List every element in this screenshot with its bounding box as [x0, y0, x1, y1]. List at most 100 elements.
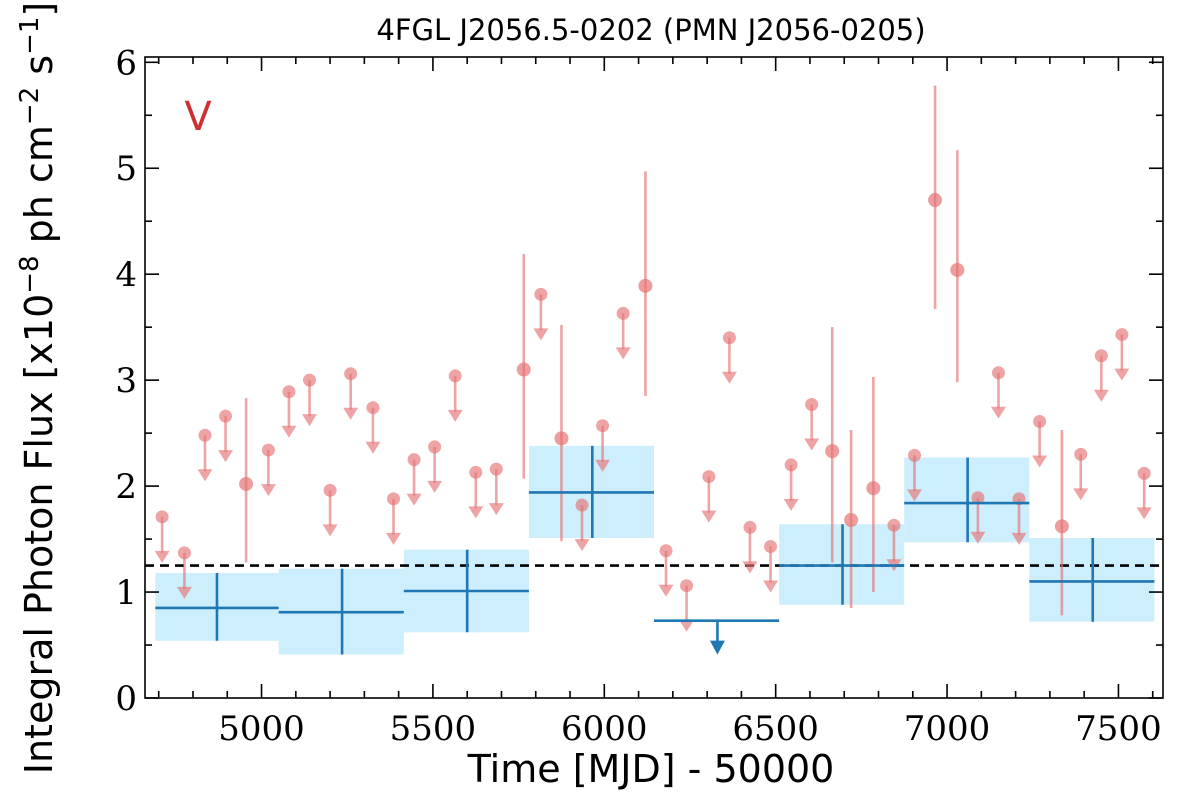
short-bin-upper-limit-point-37: [1137, 466, 1151, 480]
long-bin-upper-limit-arrow-0: [709, 640, 725, 655]
short-bin-upper-limit-point-24: [743, 520, 757, 534]
y-tick-label-6: 6: [115, 43, 137, 83]
y-tick-label-1: 1: [115, 573, 137, 613]
short-bin-upper-limit-point-25: [764, 539, 778, 553]
band-label: V: [184, 94, 212, 140]
short-bin-point-5: [844, 513, 859, 528]
short-bin-point-1: [516, 362, 531, 377]
y-tick-label-5: 5: [115, 149, 137, 189]
y-tick-label-3: 3: [115, 361, 137, 401]
short-bin-upper-limit-arrow-31: [990, 406, 1006, 419]
y-axis-label-main: Integral Photon Flux [x10: [17, 294, 61, 775]
y-tick-label-4: 4: [115, 255, 137, 295]
short-bin-upper-limit-arrow-36: [1114, 368, 1130, 381]
short-bin-upper-limit-arrow-10: [386, 532, 402, 545]
short-bin-upper-limit-arrow-1: [176, 586, 192, 599]
short-bin-upper-limit-point-17: [575, 498, 589, 512]
short-bin-upper-limit-point-11: [407, 453, 421, 467]
short-bin-upper-limit-arrow-13: [447, 409, 463, 422]
short-bin-point-0: [239, 476, 254, 491]
x-tick-label-1: 5500: [390, 709, 477, 749]
short-bin-upper-limit-point-7: [323, 483, 337, 497]
short-bin-upper-limit-arrow-25: [763, 580, 779, 593]
short-bin-upper-limit-point-19: [616, 306, 630, 320]
x-axis-label: Time [MJD] - 50000: [467, 747, 835, 791]
short-bin-upper-limit-point-5: [282, 385, 296, 399]
short-bin-upper-limit-point-23: [722, 331, 736, 345]
short-bin-upper-limit-arrow-23: [721, 371, 737, 384]
short-bin-upper-limit-arrow-17: [574, 539, 590, 552]
short-bin-upper-limit-arrow-3: [218, 450, 234, 463]
short-bin-upper-limit-arrow-32: [1011, 532, 1027, 545]
short-bin-point-3: [638, 278, 653, 293]
short-bin-layer: [154, 85, 1152, 632]
short-bin-upper-limit-arrow-29: [906, 489, 922, 502]
long-bin-bands-layer: [155, 445, 1155, 655]
short-bin-upper-limit-point-15: [489, 462, 503, 476]
short-bin-upper-limit-point-2: [198, 428, 212, 442]
short-bin-upper-limit-arrow-0: [154, 550, 170, 563]
short-bin-upper-limit-arrow-26: [783, 498, 799, 511]
short-bin-upper-limit-point-8: [344, 367, 358, 381]
short-bin-upper-limit-point-33: [1033, 414, 1047, 428]
plot-frame: [144, 56, 1164, 699]
short-bin-upper-limit-point-22: [702, 470, 716, 484]
short-bin-point-8: [950, 262, 965, 277]
short-bin-upper-limit-arrow-4: [260, 484, 276, 497]
short-bin-upper-limit-point-1: [177, 546, 191, 560]
short-bin-upper-limit-point-0: [155, 510, 169, 524]
short-bin-upper-limit-arrow-22: [701, 510, 717, 523]
short-bin-upper-limit-point-14: [469, 465, 483, 479]
y-axis-label-exp1: −8: [15, 255, 45, 293]
x-tick-label-4: 7000: [904, 709, 991, 749]
y-axis-label: Integral Photon Flux [x10−8 ph cm−2 s−1]: [15, 2, 61, 775]
short-bin-upper-limit-arrow-30: [970, 531, 986, 544]
short-bin-upper-limit-arrow-35: [1093, 389, 1109, 402]
y-axis-label-close: ]: [17, 2, 61, 17]
short-bin-upper-limit-arrow-19: [615, 347, 631, 360]
short-bin-upper-limit-arrow-2: [197, 469, 213, 482]
short-bin-upper-limit-point-29: [907, 448, 921, 462]
short-bin-upper-limit-point-30: [971, 491, 985, 505]
short-bin-upper-limit-point-27: [805, 398, 819, 412]
short-bin-upper-limit-arrow-5: [281, 425, 297, 438]
short-bin-upper-limit-point-26: [784, 458, 798, 472]
short-bin-upper-limit-point-28: [887, 518, 901, 532]
axis-ticks-layer: [145, 57, 1163, 699]
short-bin-upper-limit-arrow-24: [742, 561, 758, 574]
short-bin-upper-limit-arrow-11: [406, 493, 422, 506]
x-tick-label-3: 6500: [732, 709, 819, 749]
x-tick-label-5: 7500: [1075, 709, 1162, 749]
x-tick-label-2: 6000: [561, 709, 648, 749]
short-bin-point-2: [554, 431, 569, 446]
short-bin-point-6: [866, 481, 881, 496]
chart-title: 4FGL J2056.5-0202 (PMN J2056-0205): [376, 13, 925, 47]
short-bin-upper-limit-arrow-18: [595, 459, 611, 472]
short-bin-upper-limit-arrow-33: [1032, 455, 1048, 468]
short-bin-upper-limit-point-16: [534, 287, 548, 301]
short-bin-upper-limit-arrow-37: [1136, 507, 1152, 520]
short-bin-upper-limit-point-9: [366, 401, 380, 415]
y-axis-label-mid2: s: [17, 55, 61, 87]
short-bin-upper-limit-arrow-12: [427, 480, 443, 493]
short-bin-upper-limit-point-6: [303, 373, 317, 387]
short-bin-upper-limit-arrow-15: [488, 503, 504, 516]
short-bin-upper-limit-point-34: [1074, 447, 1088, 461]
short-bin-upper-limit-point-31: [991, 366, 1005, 380]
short-bin-upper-limit-point-36: [1115, 328, 1129, 342]
tick-labels-layer: 5000 5500 6000 6500 7000 7500 0 1 2 3 4 5 6: [115, 43, 1161, 749]
short-bin-point-9: [1054, 519, 1069, 534]
short-bin-upper-limit-arrow-14: [468, 506, 484, 519]
short-bin-upper-limit-point-4: [261, 443, 275, 457]
y-tick-label-0: 0: [115, 679, 137, 719]
short-bin-point-7: [928, 193, 943, 208]
long-bin-layer: [155, 445, 1155, 655]
short-bin-upper-limit-arrow-20: [658, 584, 674, 597]
short-bin-upper-limit-arrow-9: [365, 441, 381, 454]
short-bin-upper-limit-arrow-16: [533, 328, 549, 341]
short-bin-upper-limit-point-35: [1094, 349, 1108, 363]
short-bin-upper-limit-point-21: [680, 579, 694, 593]
short-bin-upper-limit-arrow-34: [1073, 488, 1089, 501]
short-bin-upper-limit-point-13: [448, 369, 462, 383]
